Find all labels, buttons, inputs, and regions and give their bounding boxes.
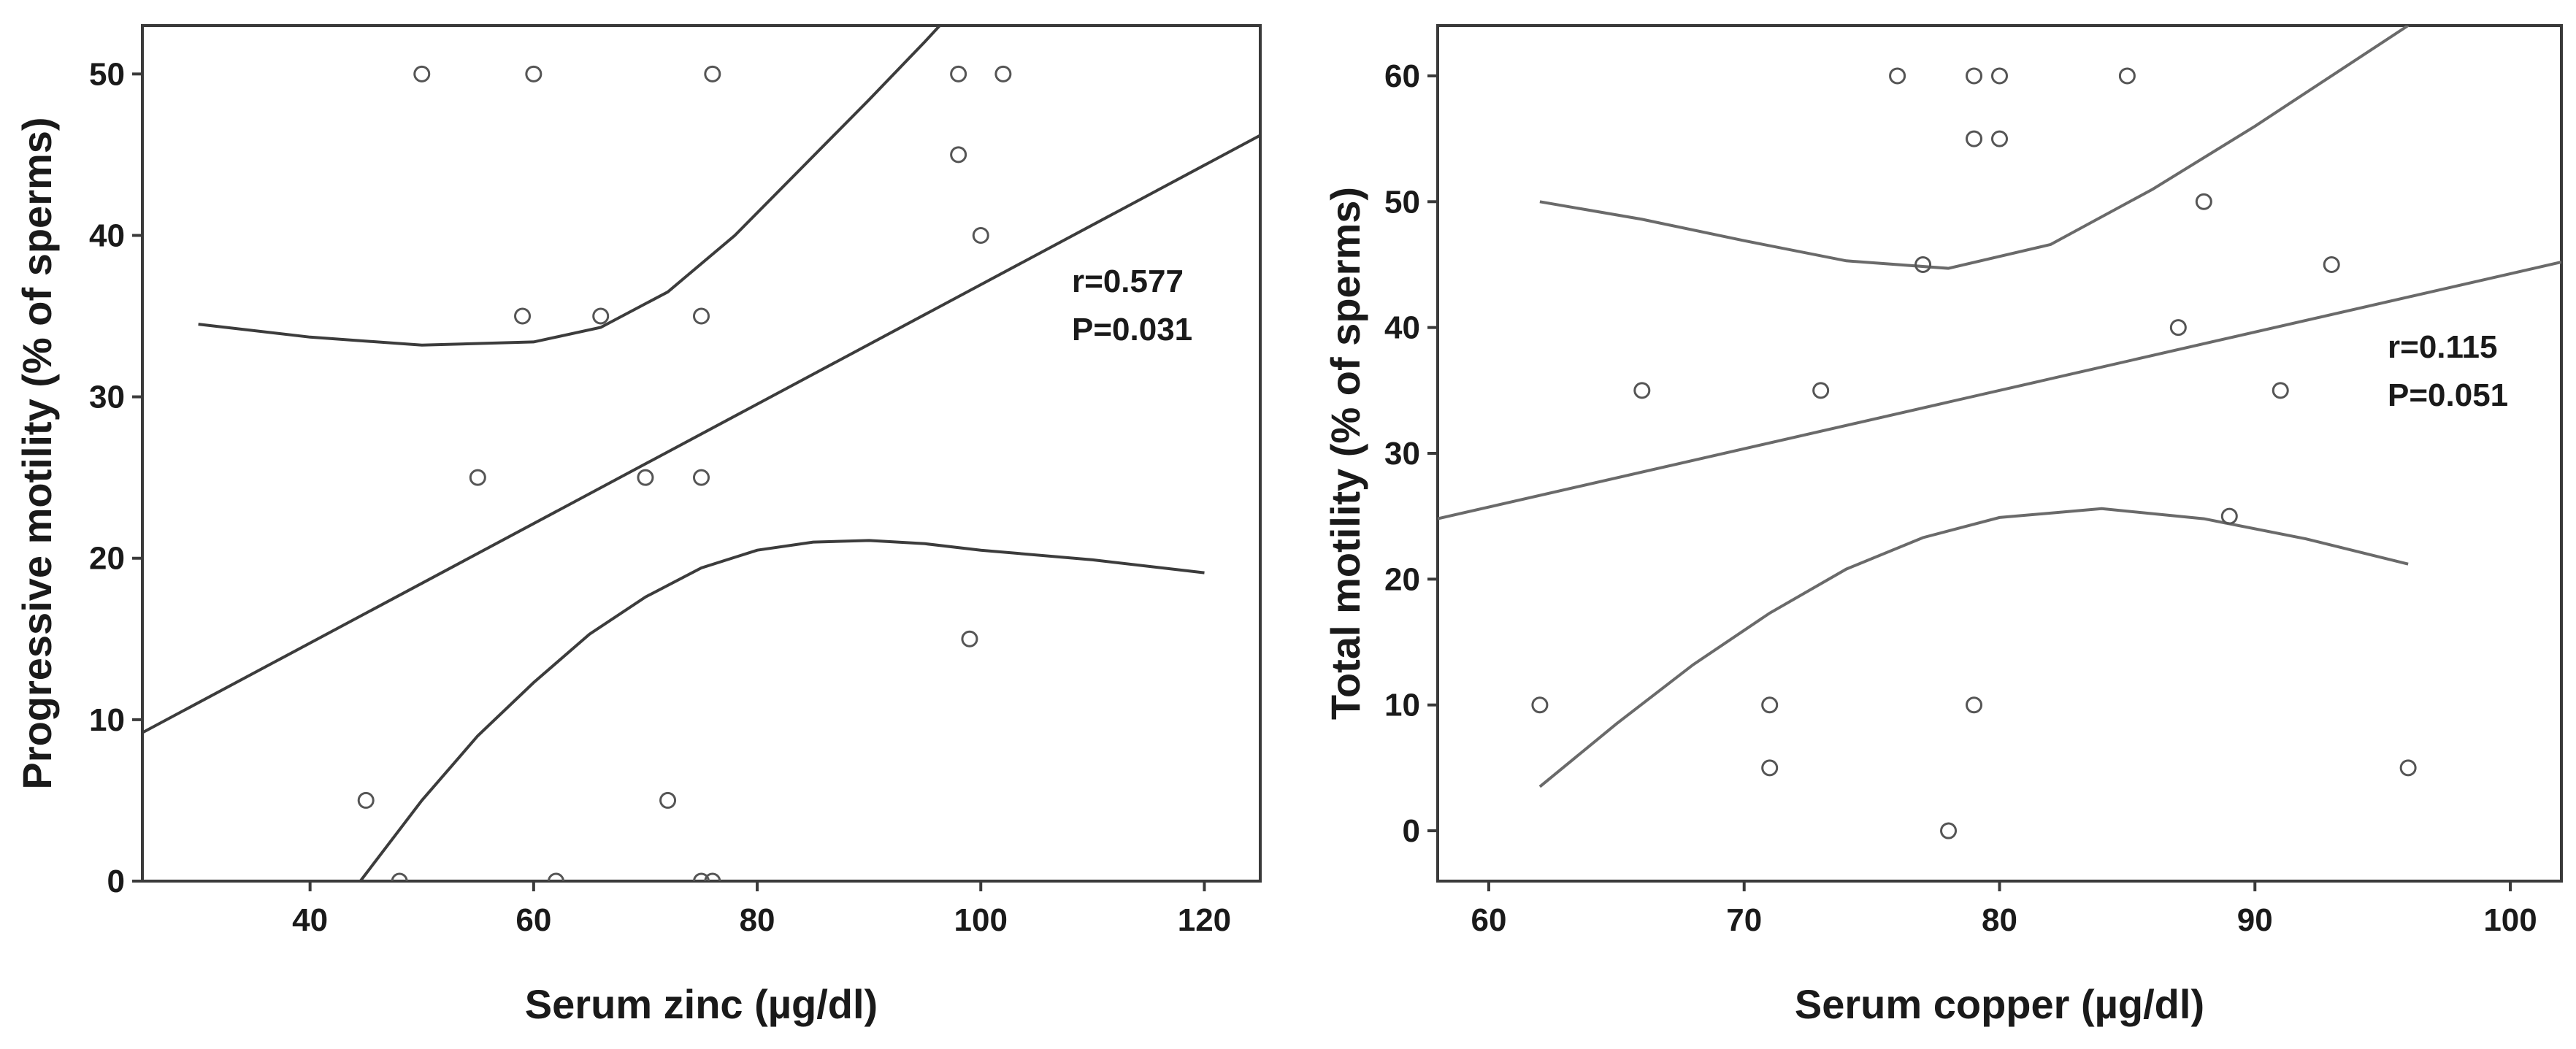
x-tick-label: 120 bbox=[1178, 902, 1231, 938]
x-tick-label: 80 bbox=[740, 902, 775, 938]
y-tick-label: 30 bbox=[89, 380, 125, 415]
plot-frame bbox=[141, 24, 1262, 883]
plot-frame bbox=[1436, 24, 2563, 883]
x-tick-label: 80 bbox=[1982, 902, 2017, 938]
x-axis-title: Serum zinc (µg/dl) bbox=[525, 981, 878, 1027]
data-point bbox=[592, 307, 610, 325]
y-tick-label: 30 bbox=[1384, 436, 1420, 472]
data-point bbox=[1633, 382, 1651, 399]
x-tick-label: 70 bbox=[1726, 902, 1762, 938]
x-tick-label: 40 bbox=[292, 902, 328, 938]
regression-line bbox=[142, 134, 1260, 734]
x-tick-label: 100 bbox=[2483, 902, 2537, 938]
zinc-motility-panel: 40 60 80 100 120 0 10 20 30 40 50 Serum zinc (µg/dl… bbox=[14, 24, 1262, 1027]
data-point bbox=[1531, 696, 1549, 714]
regression-line bbox=[1438, 261, 2561, 520]
x-tick-label: 60 bbox=[1471, 902, 1506, 938]
y-tick-label: 20 bbox=[1384, 561, 1420, 597]
data-point bbox=[514, 307, 532, 325]
data-point bbox=[1914, 255, 1932, 273]
data-point bbox=[547, 872, 564, 881]
data-point bbox=[1761, 759, 1779, 777]
x-tick-label: 90 bbox=[2237, 902, 2273, 938]
ci-lower-curve bbox=[359, 539, 1205, 881]
data-point bbox=[950, 146, 967, 164]
ci-upper-curve bbox=[1539, 26, 2410, 270]
data-point bbox=[1940, 822, 1958, 839]
copper-motility-panel: 60 70 80 90 100 0 10 20 30 40 50 60 Serum copper (µg… bbox=[1322, 24, 2563, 1027]
data-point bbox=[961, 630, 978, 648]
y-tick-label: 10 bbox=[1384, 688, 1420, 723]
data-point bbox=[525, 65, 543, 82]
data-point bbox=[391, 872, 408, 881]
data-point bbox=[950, 65, 967, 82]
plot-area bbox=[1438, 26, 2561, 839]
plot-area bbox=[142, 26, 1260, 881]
data-point bbox=[994, 65, 1012, 82]
ci-lower-curve bbox=[1538, 507, 2409, 788]
y-tick-label: 0 bbox=[1403, 813, 1420, 849]
data-point bbox=[1966, 67, 1983, 85]
x-tick-label: 100 bbox=[954, 902, 1008, 938]
correlation-r-label: r=0.577 bbox=[1072, 264, 1184, 299]
data-point bbox=[1889, 67, 1906, 85]
x-tick-label: 60 bbox=[515, 902, 551, 938]
data-point bbox=[469, 469, 486, 486]
y-tick-label: 50 bbox=[1384, 184, 1420, 220]
y-axis-title: Progressive motility (% of sperms) bbox=[14, 117, 60, 789]
data-point bbox=[413, 65, 431, 82]
p-value-label: P=0.051 bbox=[2388, 377, 2508, 413]
data-point bbox=[1812, 382, 1830, 399]
y-axis-title: Total motility (% of sperms) bbox=[1322, 187, 1368, 720]
data-point bbox=[2195, 193, 2212, 210]
y-tick-label: 60 bbox=[1384, 58, 1420, 94]
data-point bbox=[2220, 507, 2238, 525]
data-point bbox=[357, 791, 375, 809]
data-point bbox=[693, 872, 710, 881]
data-point bbox=[1991, 67, 2008, 85]
data-point bbox=[1966, 130, 1983, 147]
x-axis-title: Serum copper (µg/dl) bbox=[1795, 981, 2204, 1027]
data-point bbox=[2399, 759, 2417, 777]
data-point bbox=[637, 469, 654, 486]
data-point bbox=[704, 872, 721, 881]
data-point bbox=[1966, 696, 1983, 714]
y-tick-label: 20 bbox=[89, 541, 125, 577]
data-point bbox=[659, 791, 677, 809]
data-point bbox=[2323, 255, 2340, 273]
y-tick-label: 50 bbox=[89, 56, 125, 92]
data-point bbox=[2118, 67, 2136, 85]
data-point bbox=[693, 469, 710, 486]
data-point bbox=[972, 226, 989, 244]
y-tick-label: 0 bbox=[107, 864, 125, 899]
data-point bbox=[2272, 382, 2289, 399]
data-point bbox=[2169, 319, 2187, 337]
y-tick-label: 40 bbox=[89, 218, 125, 253]
y-tick-label: 40 bbox=[1384, 310, 1420, 346]
data-point bbox=[1991, 130, 2008, 147]
data-point bbox=[693, 307, 710, 325]
data-point bbox=[1761, 696, 1779, 714]
p-value-label: P=0.031 bbox=[1072, 312, 1192, 347]
y-tick-label: 10 bbox=[89, 702, 125, 738]
correlation-r-label: r=0.115 bbox=[2388, 329, 2498, 365]
ci-upper-curve bbox=[198, 26, 942, 347]
data-point bbox=[704, 65, 721, 82]
